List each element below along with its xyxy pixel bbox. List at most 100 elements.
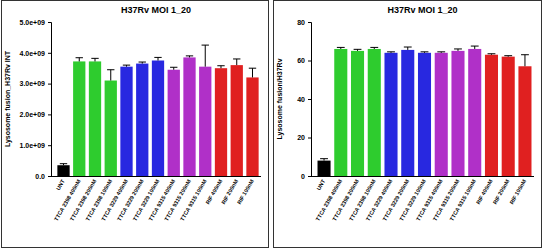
error-cap (504, 55, 512, 56)
error-cap (170, 67, 177, 68)
x-tick: RIF 100nM (236, 176, 255, 205)
error-bar (370, 47, 378, 49)
error-cap (421, 51, 429, 52)
plot-marks (57, 45, 258, 176)
bar (89, 61, 101, 176)
error-bar (154, 57, 161, 60)
error-cap (202, 45, 209, 46)
bar (183, 57, 195, 176)
y-tick: 5.0e+09 (20, 19, 52, 26)
figure: H37Rv MOI 1_20Lysosome fusion_H37Rv INT0… (0, 0, 543, 248)
x-axis-line (51, 176, 261, 177)
error-bar (337, 47, 345, 49)
panel-frame (274, 1, 542, 248)
error-bar (404, 47, 412, 50)
error-stem (236, 59, 237, 65)
y-tick: 1.0e+09 (20, 142, 52, 149)
error-stem (252, 68, 253, 77)
x-tick: RIF 400nM (475, 176, 494, 205)
bar (73, 61, 85, 176)
bar (120, 67, 132, 176)
y-tick-label: 40 (297, 96, 305, 103)
error-cap (91, 58, 98, 59)
error-bar (123, 65, 130, 67)
y-tick-mark (308, 22, 311, 23)
y-tick-label: 80 (297, 19, 305, 26)
y-tick-label: 1.0e+09 (20, 142, 46, 149)
plot-marks (318, 46, 532, 176)
x-tick: RIF 200nM (492, 176, 511, 205)
error-cap (488, 53, 496, 54)
error-cap (76, 57, 83, 58)
error-cap (354, 49, 362, 50)
error-cap (249, 68, 256, 69)
bar (199, 67, 211, 176)
error-bar (521, 55, 529, 67)
bar (57, 165, 69, 176)
y-tick-mark (48, 53, 51, 54)
y-tick-mark (308, 176, 311, 177)
bar (334, 49, 347, 176)
error-bar (471, 46, 479, 49)
error-cap (471, 46, 479, 47)
y-tick-mark (48, 145, 51, 146)
panel: H37Rv MOI 1_20Lysosome fusion/H37Rv02040… (274, 1, 542, 248)
bar (451, 51, 464, 176)
error-bar (233, 59, 240, 65)
error-bar (202, 45, 209, 67)
error-stem (79, 58, 80, 62)
x-tick-label: TTCA 9315 100nM (448, 178, 477, 222)
bar (485, 55, 498, 176)
x-axis: UNTTTCA 2398 400nMTTCA 2398 200nMTTCA 23… (51, 176, 261, 222)
y-tick-label: 20 (297, 134, 305, 141)
x-tick-label: UNT (55, 178, 66, 191)
error-bar (504, 55, 512, 57)
bar (518, 66, 531, 176)
x-tick: UNT (315, 176, 326, 191)
y-tick-mark (48, 176, 51, 177)
y-tick-mark (308, 99, 311, 100)
bar (468, 49, 481, 176)
y-axis-line (308, 23, 312, 177)
error-bar (91, 58, 98, 61)
error-bar (387, 51, 395, 53)
x-axis: UNTTTCA 2398 400nMTTCA 2398 200nMTTCA 23… (311, 176, 534, 222)
y-tick-mark (308, 61, 311, 62)
y-axis-title: Lysosome fusion/H37Rv (276, 58, 284, 139)
y-tick-label: 4.0e+09 (20, 50, 46, 57)
bar (105, 81, 117, 176)
error-stem (205, 45, 206, 67)
y-tick: 0.0 (35, 173, 51, 180)
y-tick-mark (48, 22, 51, 23)
error-cap (60, 163, 67, 164)
error-bar (107, 70, 114, 81)
bar (215, 68, 227, 176)
error-stem (524, 55, 525, 67)
x-tick-label: TTCA 9315 100nM (179, 178, 208, 222)
error-cap (217, 65, 224, 66)
error-cap (233, 58, 240, 59)
chart-title: H37Rv MOI 1_20 (387, 5, 457, 15)
error-cap (337, 47, 345, 48)
bar (318, 161, 331, 176)
error-bar (170, 67, 177, 69)
error-bar (354, 49, 362, 51)
y-tick-label: 5.0e+09 (20, 19, 46, 26)
y-tick: 3.0e+09 (20, 80, 52, 87)
x-tick: UNT (55, 176, 66, 191)
panel: H37Rv MOI 1_20Lysosome fusion_H37Rv INT0… (2, 1, 269, 248)
y-tick-mark (308, 138, 311, 139)
bar (368, 49, 381, 176)
error-cap (139, 62, 146, 63)
y-tick: 20 (297, 134, 311, 141)
bar (502, 57, 515, 176)
bar (231, 65, 243, 176)
error-cap (370, 47, 378, 48)
bar (401, 50, 414, 176)
error-cap (404, 47, 412, 48)
x-tick-label: RIF 100nM (236, 178, 255, 205)
x-tick-label: RIF 100nM (508, 178, 527, 205)
y-tick: 2.0e+09 (20, 111, 52, 118)
y-tick-label: 60 (297, 57, 305, 64)
y-tick: 4.0e+09 (20, 50, 52, 57)
